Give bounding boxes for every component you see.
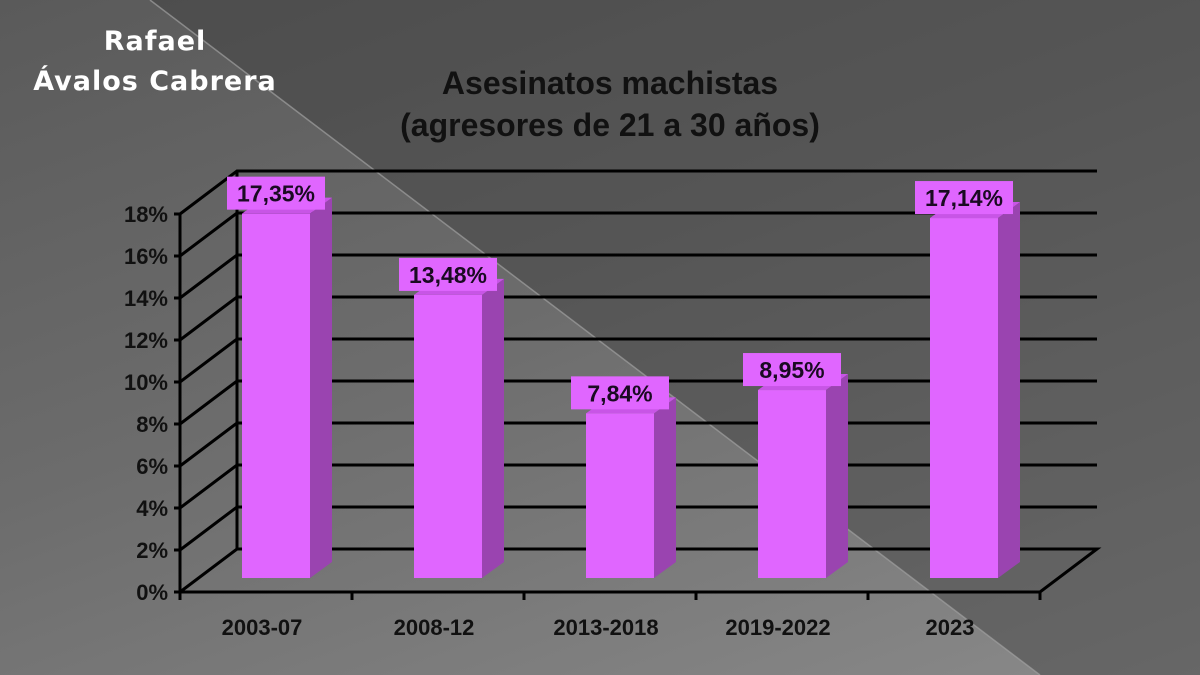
y-tick-label: 16%	[124, 244, 168, 269]
bar	[414, 294, 482, 578]
y-tick-label: 4%	[136, 496, 168, 521]
bar	[242, 213, 310, 578]
bar	[930, 218, 998, 578]
bar	[586, 413, 654, 578]
y-tick-label: 14%	[124, 286, 168, 311]
data-label-box	[915, 181, 1013, 215]
y-tick-label: 10%	[124, 370, 168, 395]
y-tick-label: 2%	[136, 538, 168, 563]
y-tick-label: 0%	[136, 580, 168, 605]
floor	[179, 547, 1102, 594]
data-label-box	[743, 353, 841, 387]
x-tick-label: 2023	[926, 615, 975, 640]
author-first-name: Rafael	[103, 26, 207, 57]
x-tick-label: 2013-2018	[553, 615, 658, 640]
chart-title-block: Asesinatos machistas (agresores de 21 a …	[300, 62, 920, 146]
data-label: 8,95%	[759, 357, 824, 383]
bar-side	[826, 374, 848, 578]
author-name: Rafael Ávalos Cabrera	[20, 22, 290, 102]
y-tick-label: 8%	[136, 412, 168, 437]
y-tick-label: 18%	[124, 202, 168, 227]
chart-title: Asesinatos machistas	[441, 65, 779, 101]
bar-side	[310, 197, 332, 578]
data-label: 13,48%	[409, 262, 487, 288]
data-label-box	[571, 376, 669, 410]
bar	[758, 390, 826, 578]
bar-side	[482, 278, 504, 578]
y-tick-label: 12%	[124, 328, 168, 353]
x-tick-label: 2003-07	[222, 615, 303, 640]
data-label: 7,84%	[587, 380, 652, 406]
data-label: 17,14%	[925, 185, 1003, 211]
y-tick-label: 6%	[136, 454, 168, 479]
author-last-name: Ávalos Cabrera	[33, 66, 277, 97]
data-label-box	[399, 257, 497, 291]
x-tick-label: 2019-2022	[725, 615, 830, 640]
chart-subtitle: (agresores de 21 a 30 años)	[400, 107, 820, 143]
data-label: 17,35%	[237, 181, 315, 207]
data-label-box	[227, 176, 325, 210]
bar-side	[654, 397, 676, 578]
x-tick-label: 2008-12	[394, 615, 475, 640]
bar-side	[998, 202, 1020, 578]
